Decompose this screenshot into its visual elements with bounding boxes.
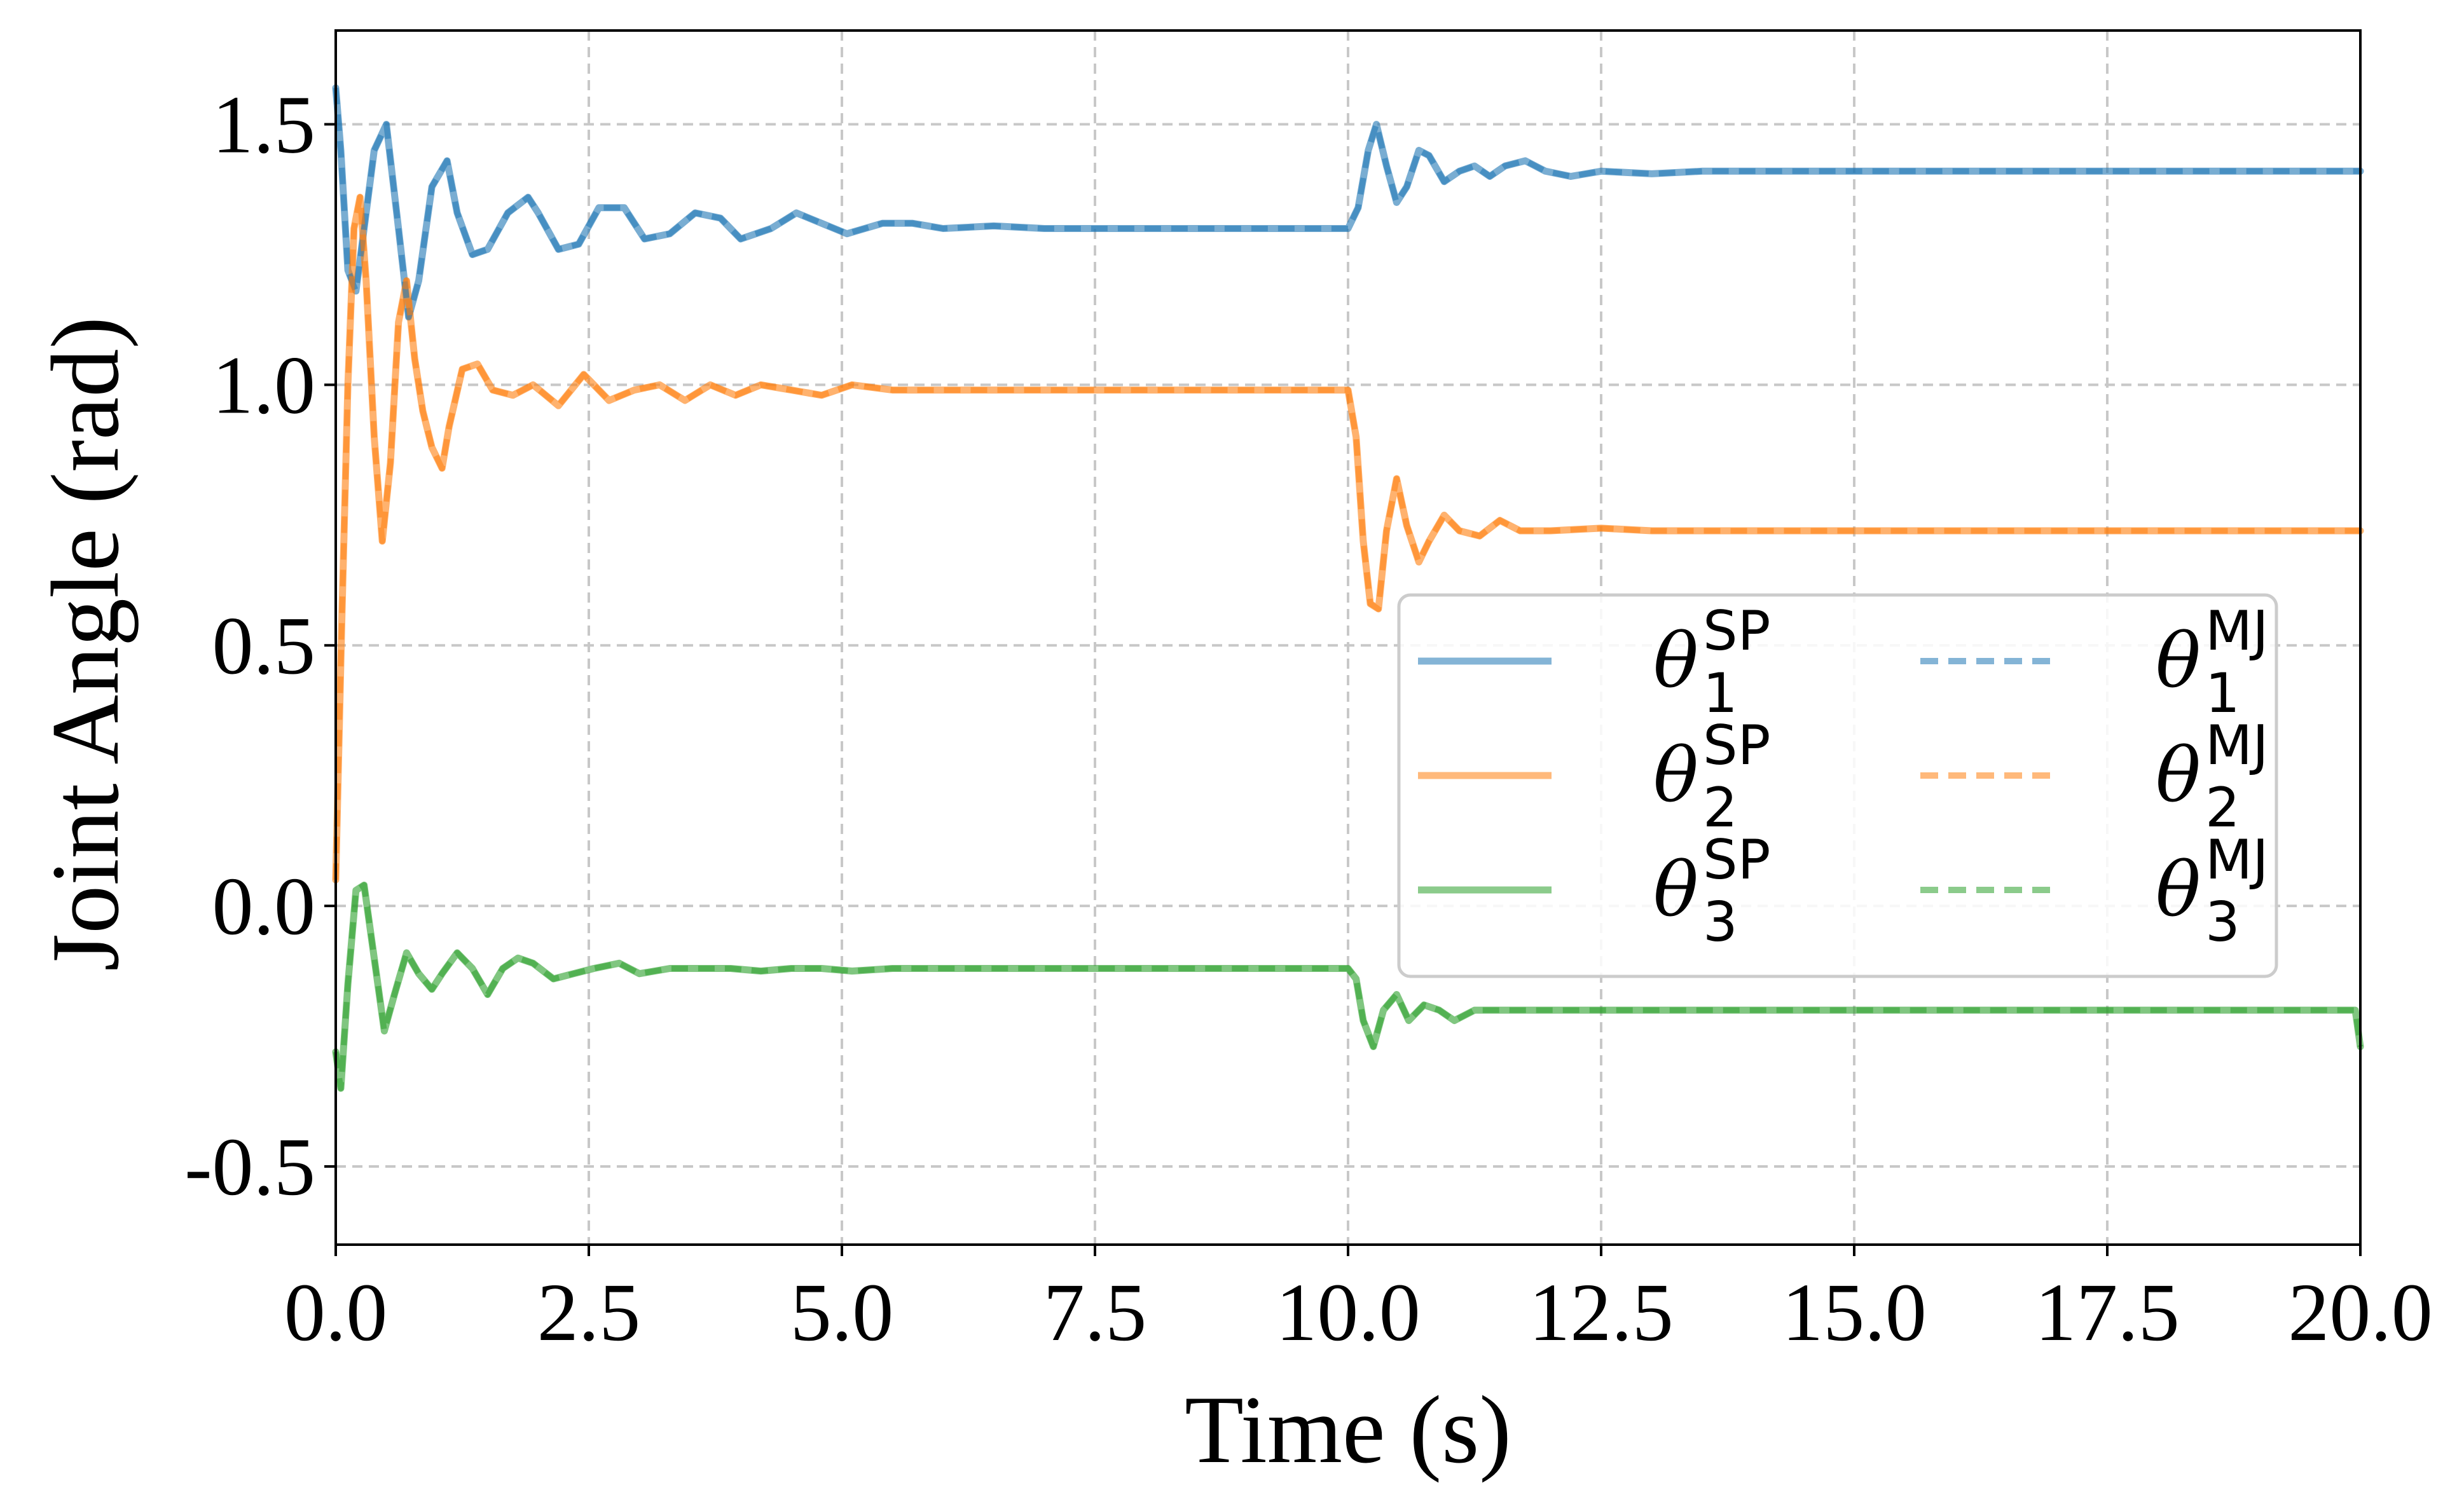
y-tick-label: 0.0 [212,861,316,952]
y-axis-ticks: -0.5 0.0 0.5 1.0 1.5 [184,79,336,1213]
x-tick-label: 0.0 [284,1267,388,1358]
plot-series [332,84,2364,1092]
legend-label-symbol: θ [1653,731,1698,819]
legend-label-subscript: 2 [1703,776,1738,840]
legend-label-symbol: θ [1653,617,1698,704]
x-axis-title: Time (s) [1185,1376,1511,1483]
series-line-th1_mj [333,87,2360,320]
x-tick-label: 2.5 [537,1267,641,1358]
x-tick-label: 5.0 [790,1267,894,1358]
legend-label-subscript: 3 [2205,891,2240,954]
y-tick-label: -0.5 [184,1121,315,1213]
x-tick-label: 17.5 [2035,1267,2180,1358]
legend-label-subscript: 1 [2205,662,2240,725]
legend-label-symbol: θ [2156,731,2201,819]
legend-label-subscript: 3 [1703,891,1738,954]
x-axis-ticks: 0.0 2.5 5.0 7.5 10.0 12.5 15.0 17.5 20.0 [284,1245,2433,1358]
series-line-th3_sp [332,881,2364,1092]
y-tick-label: 0.5 [212,600,316,692]
y-axis-title: Joint Angle (rad) [32,317,139,971]
x-tick-label: 12.5 [1529,1267,1674,1358]
legend-label-subscript: 2 [2205,776,2240,840]
x-tick-label: 20.0 [2288,1267,2433,1358]
legend-label-superscript: MJ [2205,599,2269,663]
legend-label-superscript: SP [1703,828,1770,892]
legend-label-subscript: 1 [1703,662,1738,725]
legend-box [1397,593,2278,978]
y-tick-label: 1.0 [212,339,316,431]
x-tick-label: 10.0 [1276,1267,1421,1358]
legend-label-symbol: θ [2156,845,2201,933]
legend-label-superscript: MJ [2205,828,2269,892]
series-line-th2_sp [332,193,2364,884]
legend-label-symbol: θ [2156,617,2201,704]
legend-label-symbol: θ [1653,845,1698,933]
x-tick-label: 7.5 [1043,1267,1147,1358]
x-tick-label: 15.0 [1782,1267,1927,1358]
legend-label-superscript: SP [1703,714,1770,777]
y-tick-label: 1.5 [212,79,316,171]
legend-label-superscript: MJ [2205,714,2269,777]
legend-label-superscript: SP [1703,599,1770,663]
